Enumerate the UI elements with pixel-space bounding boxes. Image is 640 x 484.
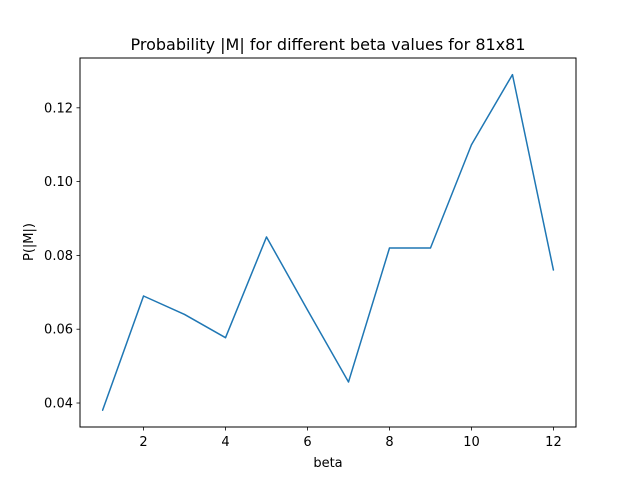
y-axis-ticks: 0.04 0.06 0.08 0.10 0.12	[44, 101, 80, 412]
y-tick-label: 0.12	[44, 101, 73, 116]
x-tick-label: 8	[385, 435, 393, 450]
y-tick-label: 0.06	[44, 323, 73, 338]
x-tick-label: 4	[221, 435, 229, 450]
data-point	[142, 295, 145, 297]
data-point	[183, 313, 186, 316]
x-tick-label: 12	[545, 435, 562, 450]
data-point	[224, 337, 227, 339]
data-point	[265, 236, 268, 238]
chart-title: Probability |M| for different beta value…	[130, 35, 525, 54]
x-tick-label: 6	[303, 435, 311, 450]
data-point	[511, 74, 514, 76]
data-point	[306, 309, 309, 311]
data-point	[470, 144, 473, 146]
y-tick-label: 0.08	[44, 249, 73, 264]
y-axis-label: P(|M|)	[22, 223, 37, 261]
plot-area	[101, 73, 555, 411]
y-tick-label: 0.04	[44, 397, 73, 412]
data-point	[347, 381, 350, 383]
x-tick-label: 10	[463, 435, 480, 450]
data-point	[101, 409, 104, 411]
data-point	[429, 247, 432, 249]
y-tick-label: 0.10	[44, 175, 73, 190]
x-axis-ticks: 2 4 6 8 10 12	[139, 427, 562, 450]
x-tick-label: 2	[139, 435, 147, 450]
series-line	[101, 73, 555, 411]
data-point	[552, 269, 555, 271]
data-point	[388, 247, 391, 249]
x-axis-label: beta	[313, 456, 342, 471]
axes-frame	[79, 57, 577, 428]
